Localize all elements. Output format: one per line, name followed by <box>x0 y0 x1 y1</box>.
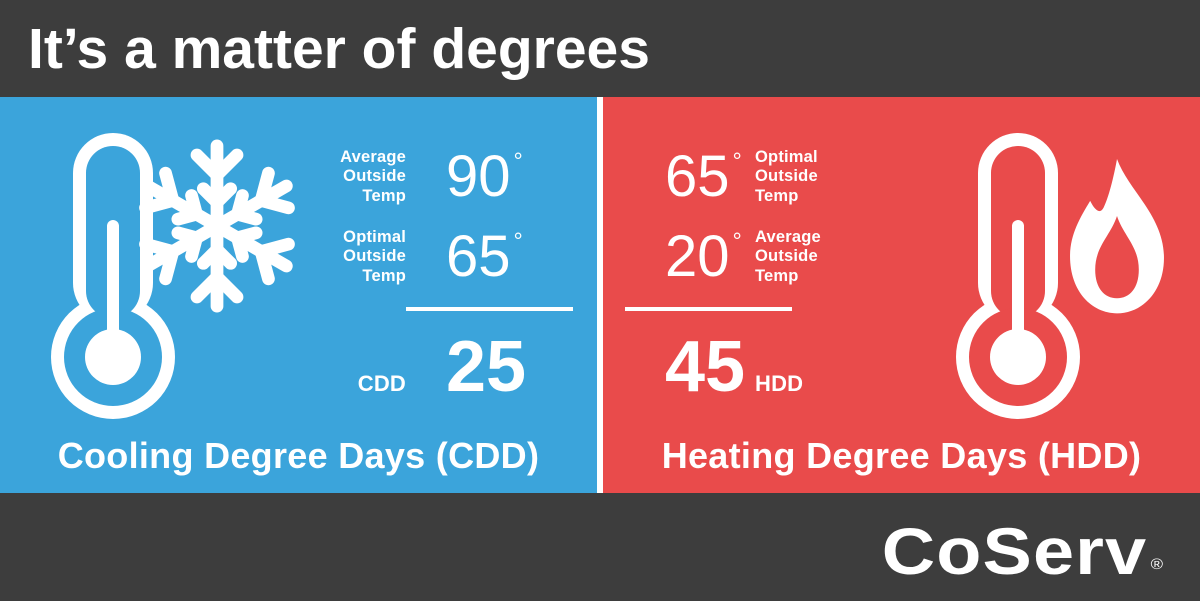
average-temp-value: 90 ° <box>446 144 523 209</box>
page-title: It’s a matter of degrees <box>28 16 650 81</box>
cooling-panel: Average Outside Temp 90 ° Optimal Outside… <box>0 97 597 493</box>
panels: Average Outside Temp 90 ° Optimal Outside… <box>0 97 1200 493</box>
optimal-temp-value: 65 ° <box>665 144 742 209</box>
hdd-calculation: 65 ° Optimal Outside Temp 20 ° Average Out… <box>625 137 893 403</box>
thermometer-icon <box>51 133 175 419</box>
footer: CoServ ® <box>0 493 1200 601</box>
cdd-result-row: CDD 25 <box>318 331 578 403</box>
hdd-label: HDD <box>755 371 804 396</box>
registered-trademark-symbol: ® <box>1150 556 1164 573</box>
average-temp-row: Average Outside Temp 90 ° <box>318 137 578 217</box>
subtraction-line <box>406 307 573 311</box>
thermometer-icon <box>956 133 1080 419</box>
degree-symbol: ° <box>732 148 742 175</box>
optimal-temp-row: 65 ° Optimal Outside Temp <box>625 137 893 217</box>
heating-panel-title: Heating Degree Days (HDD) <box>661 435 1142 476</box>
average-temp-label: Average Outside Temp <box>755 227 821 285</box>
coserv-logo-text: CoServ <box>881 514 1148 588</box>
cooling-panel-title: Cooling Degree Days (CDD) <box>57 435 540 476</box>
average-temp-row: 20 ° Average Outside Temp <box>625 217 893 297</box>
cdd-calculation: Average Outside Temp 90 ° Optimal Outside… <box>318 137 578 403</box>
header: It’s a matter of degrees <box>0 0 1200 97</box>
optimal-temp-row: Optimal Outside Temp 65 ° <box>318 217 578 297</box>
optimal-temp-value: 65 ° <box>446 224 523 289</box>
optimal-temp-label: Optimal Outside Temp <box>755 147 818 205</box>
hdd-result-row: 45 HDD <box>625 331 893 403</box>
snowflake-icon <box>139 139 295 313</box>
average-temp-value: 20 ° <box>665 224 742 289</box>
flame-icon <box>1070 159 1164 314</box>
optimal-temp-label: Optimal Outside Temp <box>343 227 406 285</box>
cdd-value: 25 <box>446 327 527 407</box>
hdd-value: 45 <box>665 327 746 407</box>
average-temp-label: Average Outside Temp <box>340 147 406 205</box>
degree-symbol: ° <box>513 228 523 255</box>
cdd-label: CDD <box>357 371 406 396</box>
heating-panel: 65 ° Optimal Outside Temp 20 ° Average Out… <box>603 97 1200 493</box>
subtraction-line <box>625 307 792 311</box>
degree-symbol: ° <box>513 148 523 175</box>
coserv-logo: CoServ ® <box>882 513 1164 589</box>
panel-divider <box>597 97 603 493</box>
degree-symbol: ° <box>732 228 742 255</box>
